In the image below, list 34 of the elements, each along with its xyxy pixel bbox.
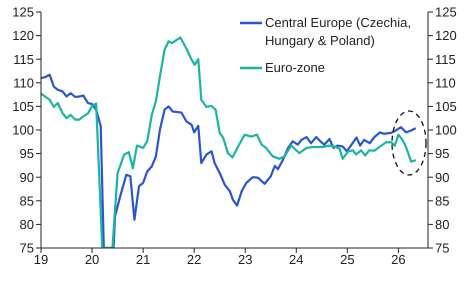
y-tick-label: 100 — [12, 122, 34, 138]
y2-tick-label: 80 — [435, 217, 450, 232]
y2-tick-label: 105 — [435, 99, 457, 114]
y-tick-label: 80 — [20, 217, 34, 232]
y2-tick-label: 95 — [435, 146, 450, 162]
x-tick-label: 23 — [238, 252, 252, 268]
x-tick-label: 24 — [289, 252, 304, 268]
line-series — [41, 36, 417, 248]
y-tick-label: 85 — [20, 193, 34, 208]
y-tick-label: 105 — [12, 99, 34, 114]
x-tick-label: 20 — [84, 252, 100, 268]
legend-label: Euro-zone — [265, 59, 325, 77]
legend-label: Central Europe (Czechia, Hungary & Poland) — [265, 14, 412, 50]
y2-tick-label: 100 — [435, 122, 457, 138]
y2-tick-label: 90 — [435, 170, 450, 185]
y-tick-label: 115 — [13, 52, 34, 67]
y-tick-label: 95 — [20, 146, 34, 162]
y2-tick-label: 115 — [435, 52, 456, 67]
y2-tick-label: 120 — [435, 28, 457, 44]
y-tick-label: 75 — [20, 240, 34, 256]
y2-tick-label: 125 — [435, 4, 457, 20]
y-tick-label: 110 — [13, 75, 34, 90]
x-tick-label: 19 — [34, 252, 48, 268]
y2-tick-label: 75 — [435, 240, 450, 256]
y2-tick-label: 85 — [435, 193, 450, 208]
y2-tick-label: 110 — [435, 75, 456, 90]
x-tick-label: 25 — [340, 252, 355, 268]
y-tick-label: 90 — [20, 170, 34, 185]
x-tick-label: 21 — [136, 252, 150, 268]
x-tick-label: 22 — [186, 252, 202, 268]
y-tick-label: 120 — [12, 28, 34, 44]
x-tick-label: 26 — [391, 252, 406, 268]
line-series — [41, 74, 417, 248]
y-tick-label: 125 — [12, 4, 34, 20]
